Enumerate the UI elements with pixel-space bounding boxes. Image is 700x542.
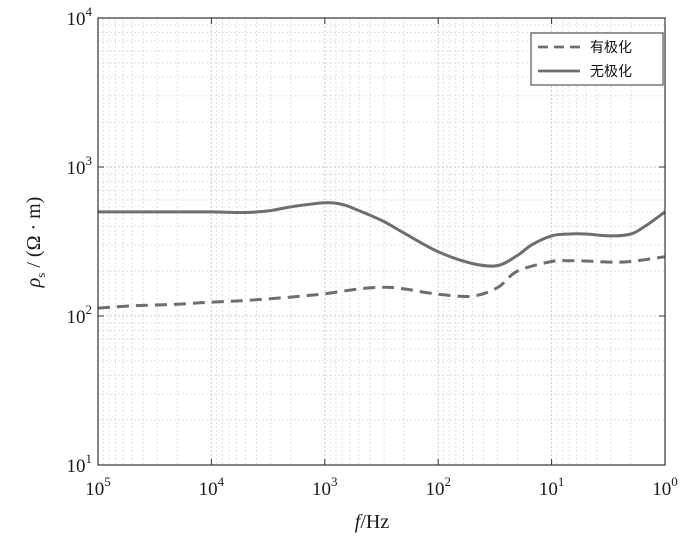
x-axis-ticks: 105 104 103 102 101 100 xyxy=(85,18,678,500)
legend: 有极化 无极化 xyxy=(530,32,664,86)
legend-box xyxy=(530,32,664,86)
y-tick-label: 102 xyxy=(67,302,93,328)
y-tick-label: 103 xyxy=(67,153,93,179)
y-tick-label: 101 xyxy=(67,451,93,477)
x-tick-label: 103 xyxy=(312,474,338,500)
series-unpolarized-line xyxy=(98,201,666,268)
plot-frame xyxy=(97,17,666,466)
series-layer xyxy=(97,201,666,310)
x-tick-label: 101 xyxy=(539,474,565,500)
x-axis-title: f/Hz xyxy=(355,511,390,533)
x-tick-label: 102 xyxy=(425,474,451,500)
x-tick-label: 105 xyxy=(85,474,111,500)
series-polarized-line xyxy=(97,255,666,310)
legend-label-polarized: 有极化 xyxy=(590,40,632,56)
x-tick-label: 104 xyxy=(199,474,225,500)
y-tick-label: 104 xyxy=(67,4,93,30)
y-axis-title: ρs / (Ω · m) xyxy=(23,197,48,289)
legend-label-unpolarized: 无极化 xyxy=(590,64,632,80)
x-tick-label: 100 xyxy=(652,474,678,500)
y-axis-ticks: 101 102 103 104 xyxy=(67,4,665,477)
